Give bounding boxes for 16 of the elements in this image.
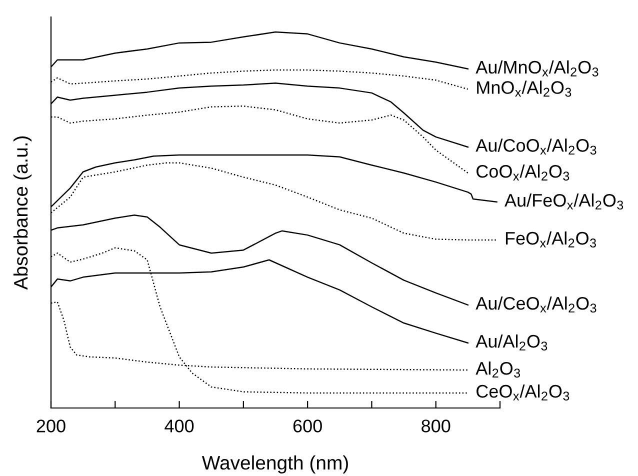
x-axis-title: Wavelength (nm) (202, 455, 348, 474)
series-label: Au/MnO$_{x}$/Al$_{2}$O$_{3}$ (476, 60, 598, 76)
series-label: MnO$_{x}$/Al$_{2}$O$_{3}$ (477, 80, 572, 97)
series-label: CeO$_{x}$/Al$_{2}$O$_{3}$ (476, 384, 570, 401)
series-label: Au/CeO$_{x}$/Al$_{2}$O$_{3}$ (476, 296, 596, 313)
x-tick-label: 200 (36, 420, 66, 432)
x-tick-label: 400 (164, 420, 194, 432)
series-label: Al$_{2}$O$_{3}$ (476, 362, 520, 378)
series-label: Au/Al$_{2}$O$_{3}$ (476, 334, 548, 351)
x-tick-label: 600 (293, 420, 322, 432)
x-tick-label: 800 (422, 420, 450, 432)
series-label: Au/FeO$_{x}$/Al$_{2}$O$_{3}$ (504, 193, 624, 210)
series-label: CoO$_{x}$/Al$_{2}$O$_{3}$ (476, 164, 570, 181)
series-label: Au/CoO$_{x}$/Al$_{2}$O$_{3}$ (476, 138, 596, 155)
series-label: FeO$_{x}$/Al$_{2}$O$_{3}$ (506, 231, 596, 248)
y-axis-title: Absorbance (a.u.) (13, 136, 32, 290)
